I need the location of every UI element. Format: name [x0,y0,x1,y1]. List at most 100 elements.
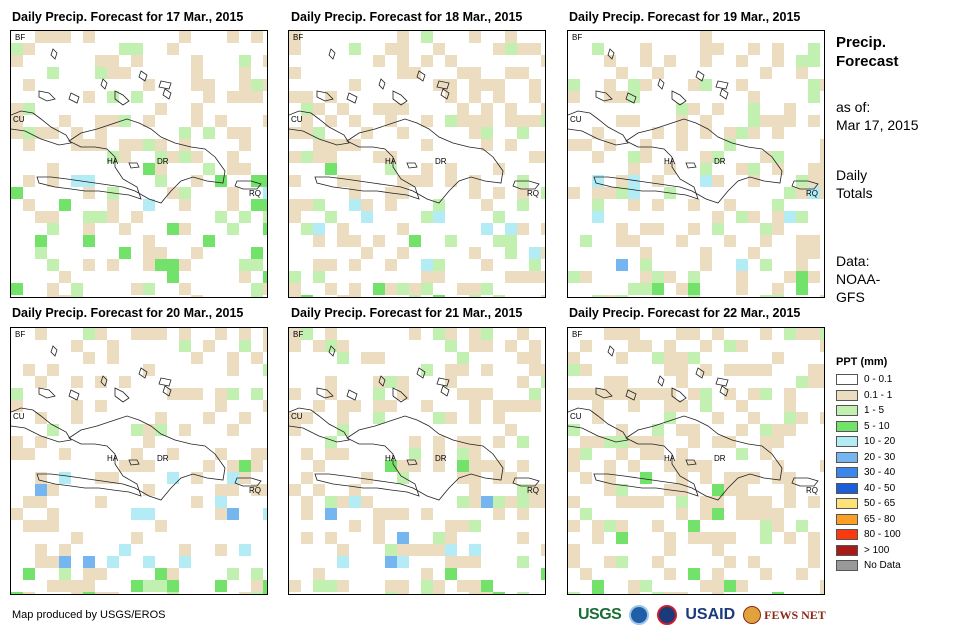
precip-cell [640,436,652,448]
precip-cell [263,175,267,187]
precip-cell [541,187,545,199]
coastline [234,180,262,190]
precip-cell [640,388,652,400]
precip-cell [688,352,700,364]
precip-cell [289,580,301,592]
precip-cell [568,544,580,556]
precip-cell [784,103,796,115]
precip-cell [167,43,179,55]
coastline [392,90,408,106]
precip-cell [325,496,337,508]
precip-cell [227,568,239,580]
map-label-rq: RQ [527,486,539,495]
legend-swatch [836,498,858,510]
precip-cell [251,259,263,271]
precip-cell [517,115,529,127]
precip-cell [227,223,239,235]
legend-item: 65 - 80 [836,512,901,528]
precip-cell [107,55,119,67]
precip-cell [676,448,688,460]
precip-cell [592,592,604,594]
precip-cell [179,259,191,271]
precip-cell [712,211,724,223]
precip-cell [59,472,71,484]
precip-cell [700,43,712,55]
precip-cell [469,283,481,295]
precip-cell [191,67,203,79]
precip-cell [167,151,179,163]
precip-cell [143,115,155,127]
precip-cell [143,508,155,520]
precip-cell [700,151,712,163]
legend-swatch [836,467,858,479]
precip-cell [664,340,676,352]
precip-cell [373,235,385,247]
precip-cell [616,115,628,127]
precip-cell [59,544,71,556]
precip-cell [469,496,481,508]
precip-cell [628,235,640,247]
coastline [715,377,729,387]
precip-cell [592,151,604,163]
precip-cell [325,448,337,460]
coastline [378,375,386,387]
precip-cell [421,31,433,43]
precip-cell [143,436,155,448]
precip-cell [23,496,35,508]
precip-cell [325,259,337,271]
precip-cell [83,91,95,103]
coastline [791,180,819,190]
precip-cell [191,472,203,484]
precip-cell [155,520,167,532]
precip-cell [203,412,215,424]
precip-cell [529,484,541,496]
precip-cell [289,271,301,283]
precip-cell [239,259,251,271]
coastline [671,90,687,106]
map-panel-2: BF CU HA DR RQ [288,30,546,298]
precip-cell [568,520,580,532]
precip-cell [433,295,445,297]
precip-cell [445,175,457,187]
precip-cell [433,43,445,55]
precip-cell [107,199,119,211]
precip-cell [652,436,664,448]
precip-cell [325,163,337,175]
precip-cell [421,283,433,295]
precip-cell [493,43,505,55]
precip-cell [796,187,808,199]
precip-cell [604,436,616,448]
precip-cell [469,592,481,594]
precip-cell [227,163,239,175]
precip-cell [517,43,529,55]
precip-cell [313,199,325,211]
precip-cell [736,364,748,376]
precip-cell [568,388,580,400]
precip-cell [796,67,808,79]
precip-cell [143,283,155,295]
precip-cell [143,364,155,376]
precip-cell [736,496,748,508]
precip-cell [71,295,83,297]
precip-cell [421,544,433,556]
precip-cell [469,388,481,400]
precip-cell [505,43,517,55]
precip-cell [227,484,239,496]
precip-cell [179,283,191,295]
precip-cell [337,235,349,247]
noaa-logo-icon [629,605,650,625]
precip-cell [251,460,263,472]
precip-cell [397,508,409,520]
precip-cell [676,592,688,594]
precip-cell [736,79,748,91]
precip-cell [83,592,95,594]
precip-cell [11,592,23,594]
precip-cell [373,388,385,400]
precip-cell [604,556,616,568]
precip-cell [772,436,784,448]
precip-cell [712,412,724,424]
precip-cell [796,412,808,424]
precip-cell [652,67,664,79]
precip-cell [59,199,71,211]
coastline [416,70,426,82]
